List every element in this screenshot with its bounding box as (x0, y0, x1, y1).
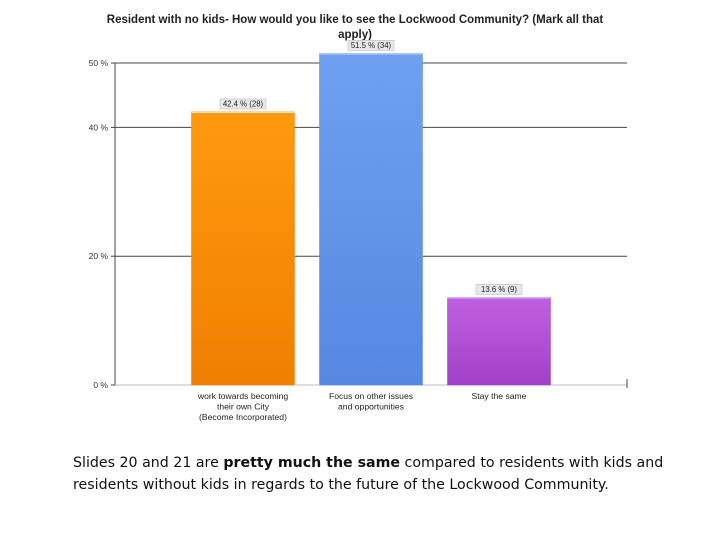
data-label: 42.4 % (28) (223, 99, 264, 108)
caption-bold: pretty much the same (223, 455, 401, 471)
x-tick-label: Focus on other issues (329, 391, 413, 401)
data-label: 51.5 % (34) (351, 41, 392, 50)
chart-title: Resident with no kids- How would you lik… (106, 14, 604, 41)
bar (319, 53, 423, 386)
data-label: 13.6 % (9) (481, 285, 517, 294)
bar (447, 297, 551, 386)
x-tick-label: their own City (217, 402, 270, 412)
bar-chart: 0 % 20 % 40 % 50 % 42.4 % (28) work towards b… (89, 40, 628, 422)
bar (191, 111, 295, 386)
y-tick-label: 40 % (89, 122, 109, 132)
y-tick-label: 20 % (89, 251, 109, 261)
x-tick-label: work towards becoming (197, 391, 288, 401)
y-tick-label: 50 % (89, 58, 109, 68)
x-tick-label: (Become Incorporated) (199, 412, 287, 422)
x-tick-label: and opportunities (338, 402, 404, 412)
data-label-box (347, 40, 395, 51)
slide-caption: Slides 20 and 21 are pretty much the sam… (73, 452, 683, 496)
y-tick-label: 0 % (93, 380, 108, 390)
x-tick-label: Stay the same (472, 391, 527, 401)
caption-prefix: Slides 20 and 21 are (73, 455, 224, 471)
caption-suffix: compared to residents with kids and resi… (73, 455, 664, 493)
data-label-box (475, 284, 523, 295)
data-label-box (219, 98, 267, 110)
